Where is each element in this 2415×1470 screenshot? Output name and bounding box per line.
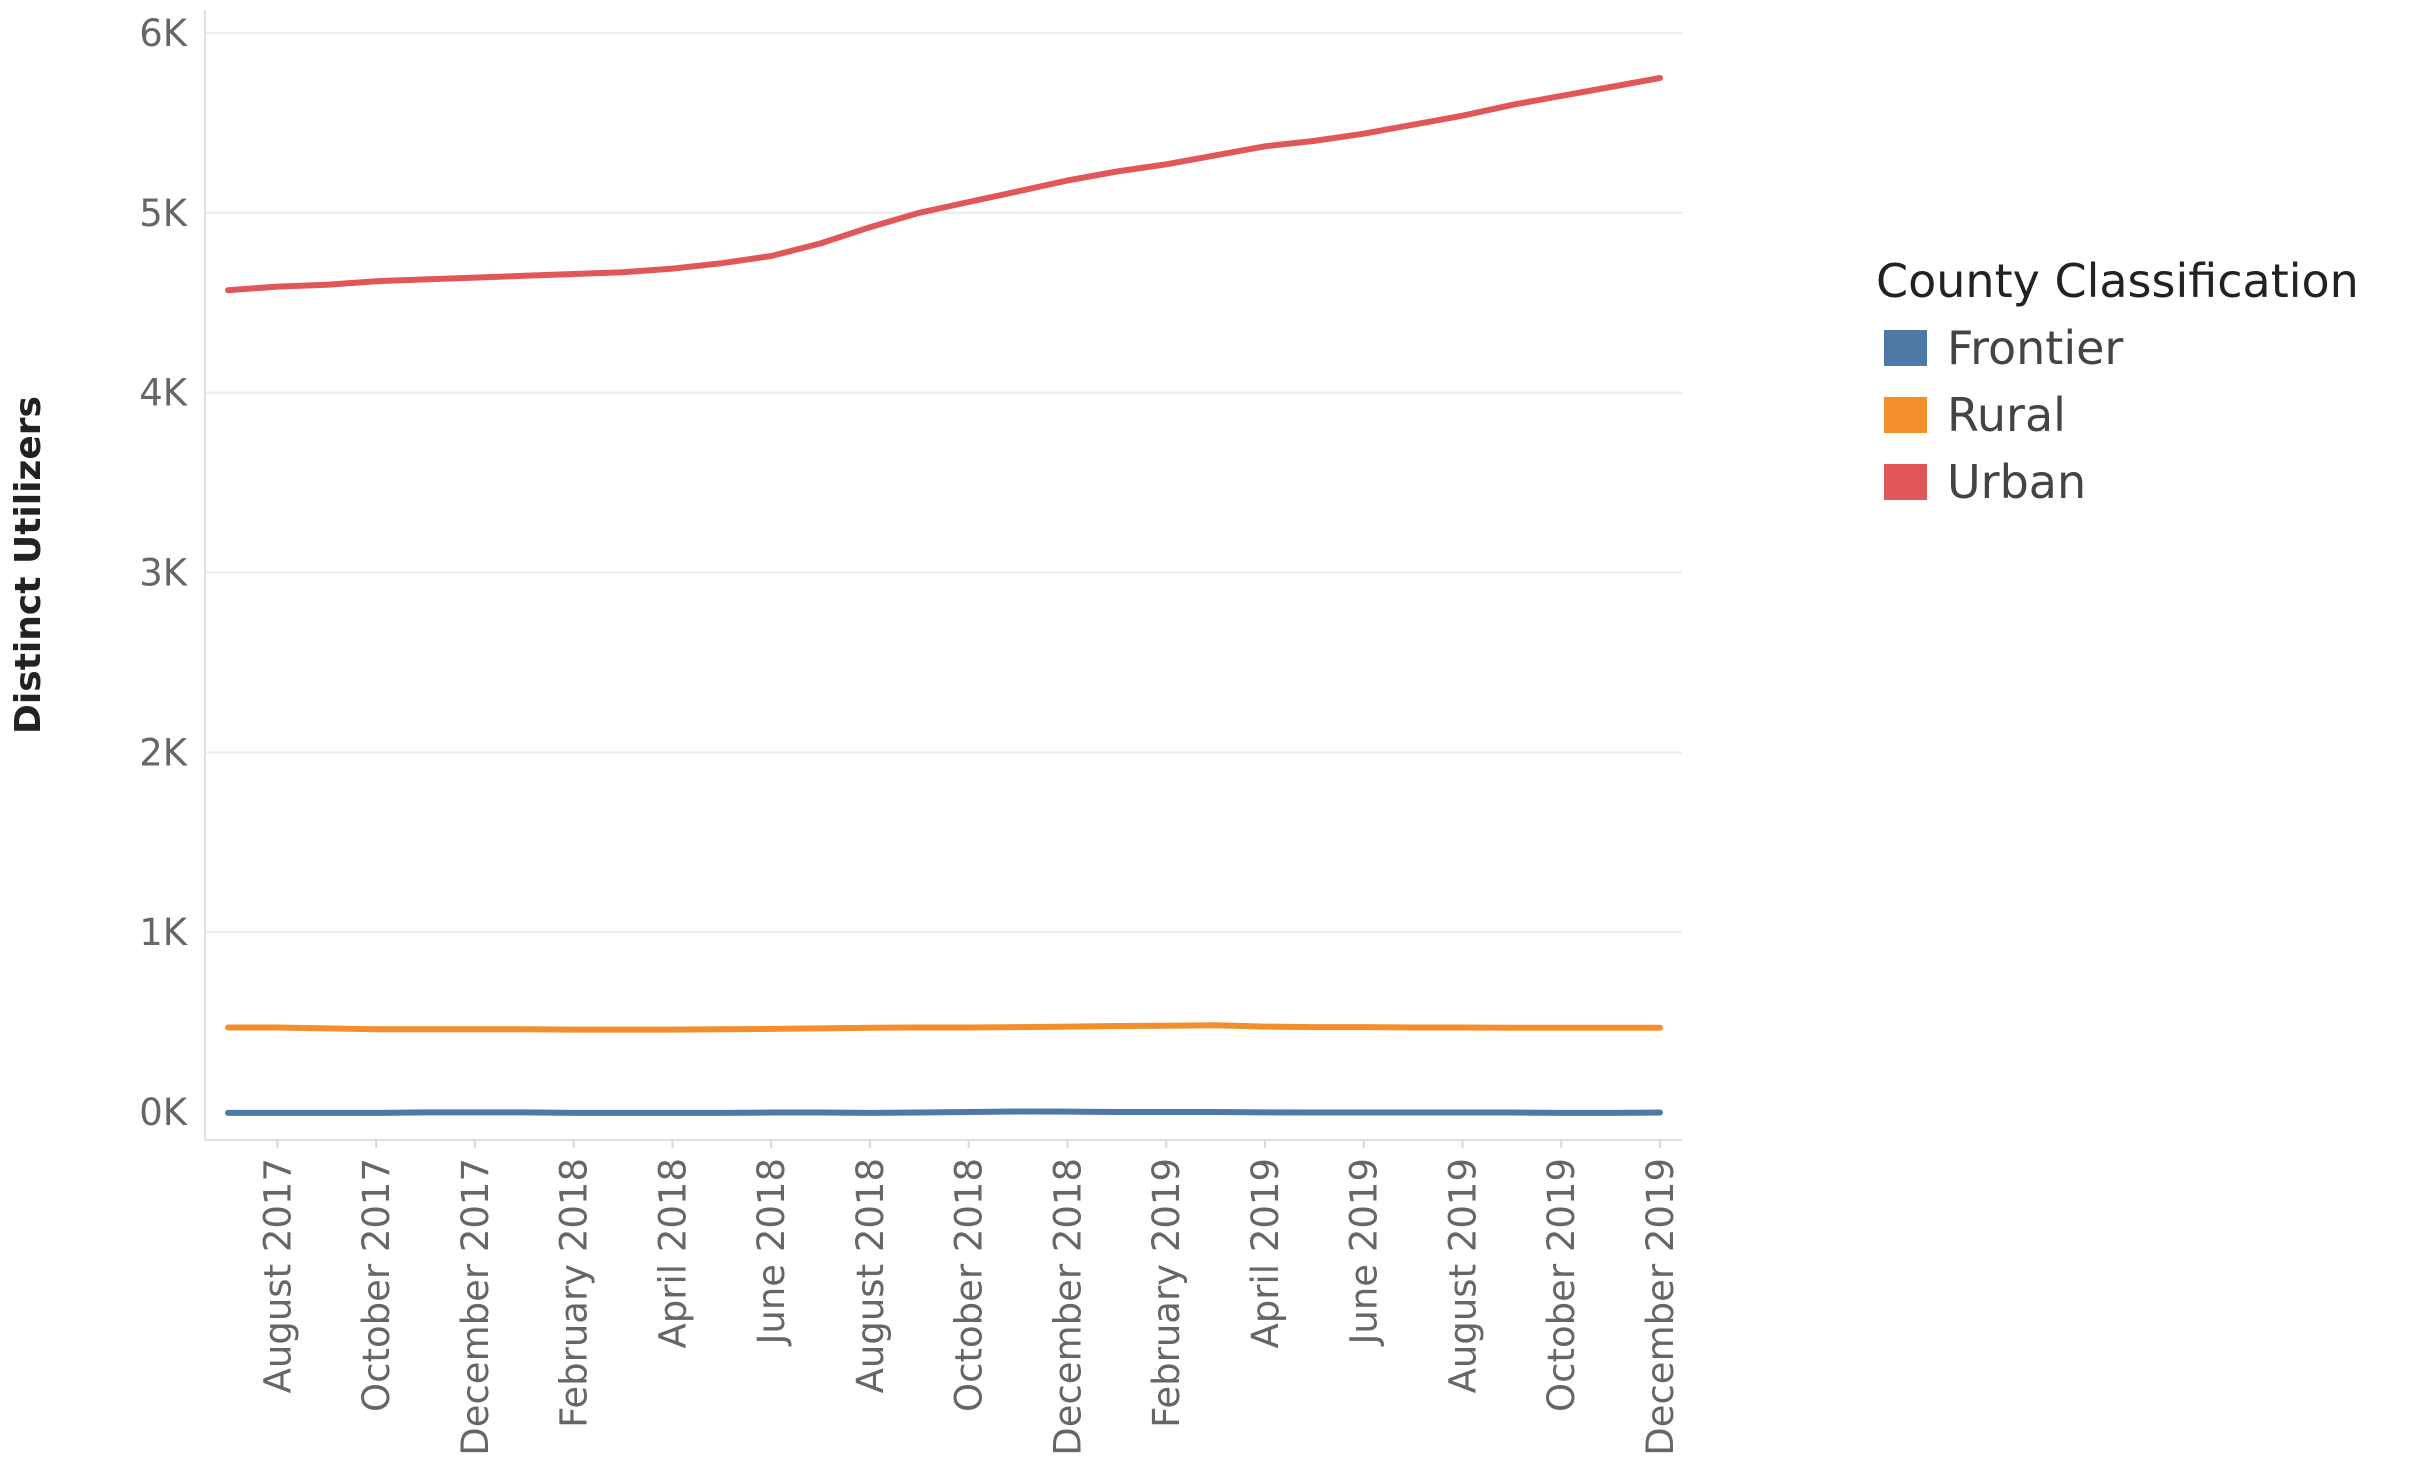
legend-item-frontier: Frontier [1876,314,2359,381]
y-tick-label: 1K [139,911,189,954]
x-tick-label: December 2018 [1046,1158,1089,1456]
legend-items: Frontier Rural Urban [1876,314,2359,515]
x-tick-label: April 2018 [651,1158,694,1349]
legend-label: Urban [1947,454,2087,509]
x-axis-ticks: August 2017 October 2017 December 2017 Febr… [256,1140,1682,1456]
y-axis-label: Distinct Utilizers [8,396,49,734]
legend-item-rural: Rural [1876,381,2359,448]
legend-label: Rural [1947,387,2066,442]
legend-swatch [1884,329,1927,366]
y-tick-label: 0K [139,1091,189,1134]
x-tick-label: August 2018 [849,1158,892,1393]
x-tick-label: December 2019 [1639,1158,1682,1456]
x-tick-label: October 2019 [1540,1158,1583,1412]
legend-title: County Classification [1876,254,2359,308]
x-tick-label: October 2017 [355,1158,398,1412]
y-tick-label: 6K [139,12,189,55]
series-line-frontier [225,1108,1663,1116]
x-tick-label: June 2019 [1343,1158,1386,1347]
x-tick-label: October 2018 [948,1158,991,1412]
x-tick-label: April 2019 [1244,1158,1287,1349]
series-line-rural [225,1022,1663,1033]
legend-item-urban: Urban [1876,448,2359,515]
x-tick-label: June 2018 [750,1158,793,1347]
y-tick-label: 3K [139,552,189,595]
axes [204,10,1682,1141]
y-tick-label: 5K [139,192,189,235]
x-tick-label: December 2017 [454,1158,497,1456]
y-tick-label: 2K [139,731,189,774]
series-lines [225,75,1663,1116]
legend: County Classification Frontier Rural Urban [1876,254,2359,515]
x-tick-label: February 2019 [1145,1158,1188,1428]
x-tick-label: August 2019 [1441,1158,1484,1393]
x-tick-label: February 2018 [553,1158,596,1428]
gridlines [205,32,1682,934]
series-line-urban [225,75,1663,294]
legend-swatch [1884,396,1927,433]
legend-label: Frontier [1947,320,2124,375]
legend-swatch [1884,463,1927,500]
x-tick-label: August 2017 [256,1158,299,1393]
y-tick-label: 4K [139,372,189,415]
y-axis-ticks: 0K 1K 2K 3K 4K 5K 6K [139,12,189,1134]
